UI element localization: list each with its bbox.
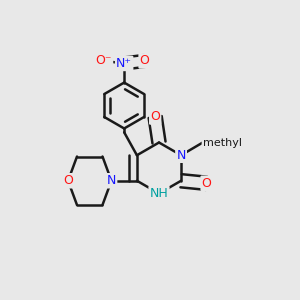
Text: N⁺: N⁺ xyxy=(116,57,132,70)
Text: N: N xyxy=(176,149,186,162)
Text: O: O xyxy=(202,177,212,190)
Text: methyl: methyl xyxy=(203,137,242,148)
Text: O: O xyxy=(140,54,149,68)
Text: O⁻: O⁻ xyxy=(95,54,112,68)
Text: N: N xyxy=(107,174,116,187)
Text: NH: NH xyxy=(150,187,168,200)
Text: O: O xyxy=(63,174,73,187)
Text: O: O xyxy=(150,110,160,124)
